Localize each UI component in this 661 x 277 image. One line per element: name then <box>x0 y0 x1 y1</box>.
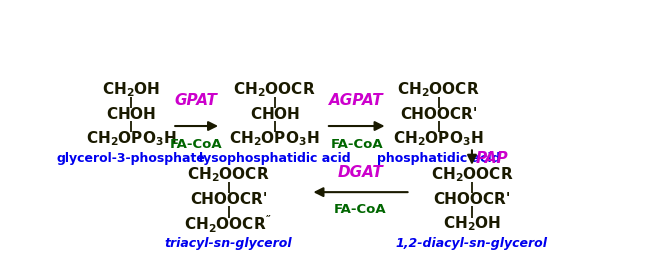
Text: $\mathregular{CH_2OPO_3H}$: $\mathregular{CH_2OPO_3H}$ <box>229 129 320 148</box>
Text: glycerol-3-phosphate: glycerol-3-phosphate <box>57 152 206 165</box>
Text: $\mathregular{CH_2OOCR''}$: $\mathregular{CH_2OOCR''}$ <box>184 214 273 235</box>
Text: $\mathregular{CH_2OOCR}$: $\mathregular{CH_2OOCR}$ <box>431 166 513 184</box>
Text: $\mathregular{CH_2OOCR}$: $\mathregular{CH_2OOCR}$ <box>233 80 316 99</box>
Text: $\mathregular{CH_2OPO_3H}$: $\mathregular{CH_2OPO_3H}$ <box>393 129 484 148</box>
Text: phosphatidic acid: phosphatidic acid <box>377 152 500 165</box>
Text: $\mathregular{CH_2OH}$: $\mathregular{CH_2OH}$ <box>443 215 501 234</box>
Text: DGAT: DGAT <box>337 165 383 180</box>
Text: CHOOCR': CHOOCR' <box>190 192 267 207</box>
Text: 1,2-diacyl-sn-glycerol: 1,2-diacyl-sn-glycerol <box>396 237 548 250</box>
Text: CHOOCR': CHOOCR' <box>433 192 511 207</box>
Text: $\mathregular{CH_2OOCR}$: $\mathregular{CH_2OOCR}$ <box>397 80 480 99</box>
Text: FA-CoA: FA-CoA <box>170 138 223 151</box>
Text: triacyl-sn-glycerol: triacyl-sn-glycerol <box>165 237 292 250</box>
Text: $\mathregular{CH_2OH}$: $\mathregular{CH_2OH}$ <box>102 80 161 99</box>
Text: GPAT: GPAT <box>175 93 217 108</box>
Text: $\mathregular{CHOH}$: $\mathregular{CHOH}$ <box>106 106 157 122</box>
Text: PAP: PAP <box>476 150 509 166</box>
Text: AGPAT: AGPAT <box>329 93 384 108</box>
Text: FA-CoA: FA-CoA <box>334 203 387 216</box>
Text: FA-CoA: FA-CoA <box>330 138 383 151</box>
Text: lysophosphatidic acid: lysophosphatidic acid <box>199 152 350 165</box>
Text: $\mathregular{CH_2OOCR}$: $\mathregular{CH_2OOCR}$ <box>187 166 270 184</box>
Text: $\mathregular{CHOH}$: $\mathregular{CHOH}$ <box>250 106 300 122</box>
Text: CHOOCR': CHOOCR' <box>400 107 477 122</box>
Text: $\mathregular{CH_2OPO_3H}$: $\mathregular{CH_2OPO_3H}$ <box>86 129 176 148</box>
